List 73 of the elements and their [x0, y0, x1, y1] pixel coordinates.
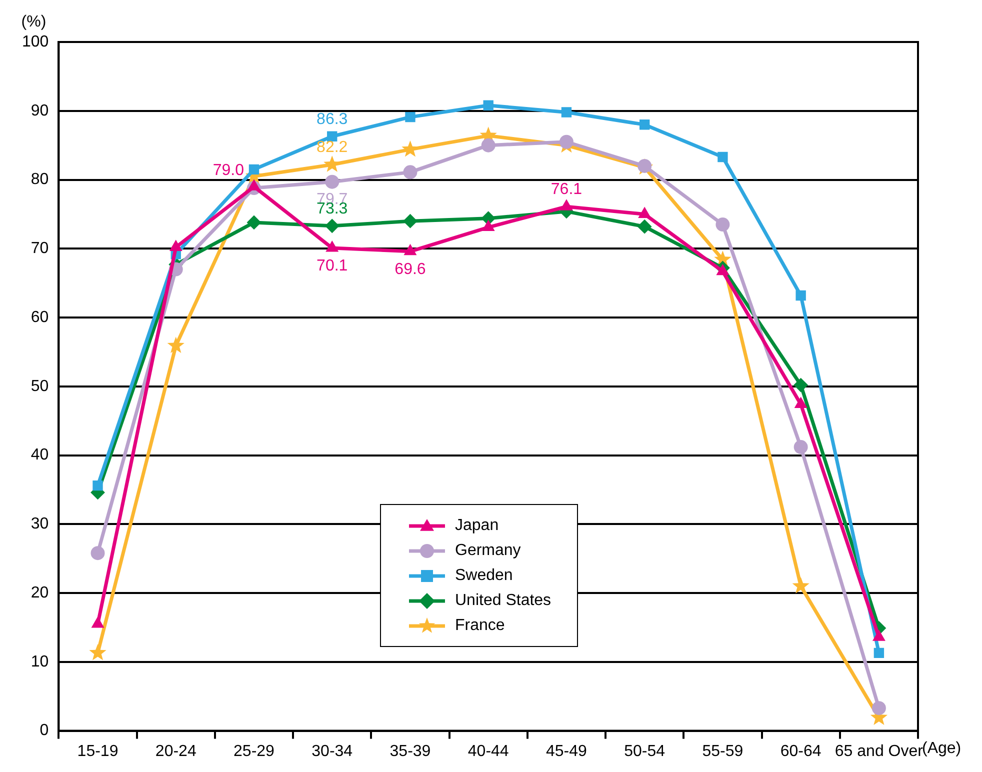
y-axis-title: (%) — [21, 13, 46, 30]
point — [561, 107, 572, 118]
x-tick-label: 45-49 — [546, 742, 588, 760]
point — [404, 244, 416, 256]
point — [92, 617, 104, 628]
data-label: 79.0 — [212, 162, 244, 180]
point — [248, 164, 260, 175]
point — [405, 112, 416, 122]
point — [482, 220, 494, 232]
point — [792, 577, 810, 594]
data-label: 69.6 — [394, 260, 426, 278]
point — [716, 218, 730, 232]
x-tick-label: 25-29 — [234, 742, 275, 760]
point — [248, 180, 260, 190]
point — [167, 336, 184, 354]
point — [559, 134, 574, 149]
y-tick-label: 60 — [30, 308, 49, 326]
legend-label: France — [455, 616, 505, 634]
y-tick-label: 30 — [30, 516, 49, 533]
y-tick-label: 70 — [30, 240, 49, 258]
point — [246, 215, 261, 230]
point — [639, 120, 650, 130]
point — [796, 290, 806, 301]
data-label: 86.3 — [316, 110, 348, 128]
point — [794, 397, 807, 408]
x-tick-label: 15-19 — [77, 742, 118, 760]
point — [92, 480, 103, 491]
point — [90, 546, 105, 560]
point — [716, 264, 729, 276]
y-tick-label: 10 — [30, 653, 49, 670]
point — [718, 152, 728, 162]
legend-label: Japan — [455, 516, 499, 534]
point — [403, 165, 418, 180]
x-tick-label: 35-39 — [390, 742, 431, 760]
data-label: 70.1 — [316, 257, 348, 274]
point — [872, 701, 886, 716]
legend-label: Sweden — [455, 566, 513, 584]
data-label: 82.2 — [316, 139, 348, 156]
y-tick-label: 20 — [30, 584, 49, 602]
point — [481, 138, 496, 152]
point — [325, 218, 340, 233]
y-tick-label: 100 — [22, 33, 49, 50]
point — [483, 100, 494, 110]
y-tick-label: 80 — [30, 171, 49, 188]
point — [794, 440, 808, 454]
y-tick-label: 40 — [30, 446, 49, 464]
point — [874, 648, 884, 658]
data-label: 76.1 — [550, 181, 582, 198]
point — [560, 200, 573, 210]
point — [89, 644, 106, 660]
x-axis-title: (Age) — [922, 740, 962, 758]
x-tick-label: 20-24 — [155, 742, 196, 760]
point — [638, 207, 651, 218]
x-tick-label: 55-59 — [702, 742, 744, 760]
point — [794, 378, 808, 392]
point — [403, 214, 418, 228]
x-tick-label: 30-34 — [312, 742, 353, 760]
legend-label: Germany — [455, 542, 521, 560]
y-tick-label: 50 — [30, 378, 49, 395]
x-tick-label: 60-64 — [780, 742, 822, 760]
point — [638, 220, 652, 234]
legend-label: United States — [455, 592, 552, 610]
point — [170, 240, 182, 252]
point — [326, 240, 338, 252]
x-tick-label: 65 and Over — [834, 742, 924, 760]
y-tick-label: 90 — [30, 102, 49, 120]
point — [872, 630, 886, 641]
point — [327, 131, 338, 142]
x-tick-label: 50-54 — [624, 742, 666, 760]
point — [325, 174, 340, 189]
point — [402, 140, 419, 157]
x-tick-label: 40-44 — [468, 742, 509, 760]
y-tick-label: 0 — [40, 722, 49, 740]
